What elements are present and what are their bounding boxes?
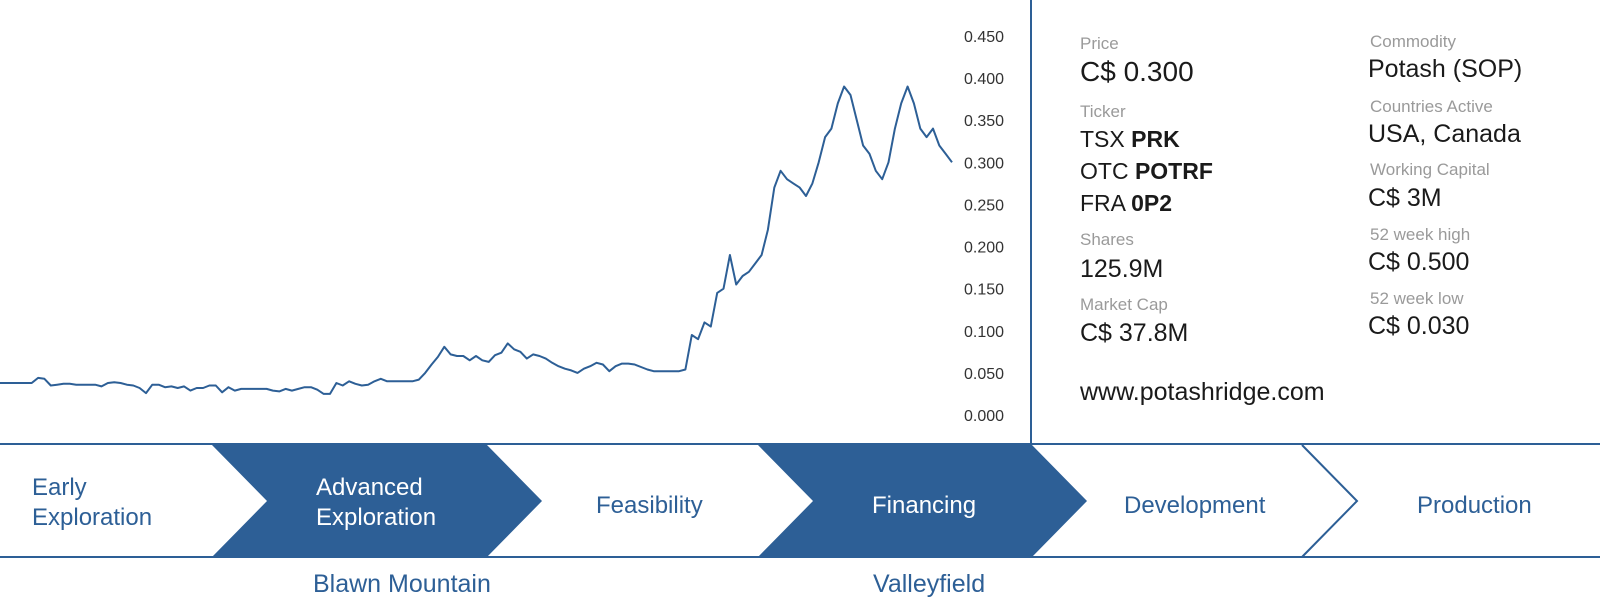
market-cap-value: C$ 37.8M [1080,319,1189,347]
ticker-label: Ticker [1080,102,1126,121]
y-tick-label: 0.100 [964,324,1004,341]
y-tick-label: 0.350 [964,113,1004,130]
ticker-symbol: 0P2 [1131,190,1173,216]
stage-early-exploration[interactable]: Early Exploration [32,473,152,533]
ticker-symbol: POTRF [1134,158,1213,184]
commodity-label: Commodity [1370,32,1456,51]
stage-feasibility[interactable]: Feasibility [596,491,703,521]
development-pipeline [0,444,1600,558]
y-tick-label: 0.450 [964,29,1004,46]
project-valleyfield: Valleyfield [873,570,986,598]
pipeline-shapes [212,444,1359,558]
stage-label-line1: Advanced [316,474,423,501]
y-tick-label: 0.250 [964,197,1004,214]
pipeline-top-border [0,443,1600,445]
stage-advanced-exploration[interactable]: Advanced Exploration [316,473,436,533]
stage-production[interactable]: Production [1417,491,1532,521]
y-tick-label: 0.400 [964,71,1004,88]
stage-development-arrow-outline [1301,444,1359,558]
working-capital-value: C$ 3M [1368,184,1442,212]
stage-label-line1: Early [32,474,87,501]
ticker-exchange: FRA [1080,190,1125,216]
stage-label-line1: Production [1417,492,1532,519]
y-tick-label: 0.300 [964,155,1004,172]
project-blawn-mountain: Blawn Mountain [313,570,491,598]
stage-label-line1: Feasibility [596,492,703,519]
commodity-value: Potash (SOP) [1368,55,1523,83]
stage-financing-chevron [758,445,1087,557]
price-chart-svg: 0.450 0.400 0.350 0.300 0.250 0.200 0.150 0.100… [0,29,1004,425]
stage-label-line2: Exploration [316,504,437,531]
stage-development[interactable]: Development [1124,491,1265,521]
ticker-exchange: TSX [1080,126,1125,152]
week-low-value: C$ 0.030 [1368,312,1470,340]
stage-label-line1: Financing [872,492,977,519]
y-tick-label: 0.050 [964,366,1004,383]
week-high-label: 52 week high [1370,225,1471,244]
stage-financing[interactable]: Financing [872,491,976,521]
market-cap-label: Market Cap [1080,295,1168,314]
ticker-line-otc: OTC POTRF [1080,158,1213,185]
y-tick-label: 0.200 [964,240,1004,257]
ticker-symbol: PRK [1131,126,1180,152]
week-high-value: C$ 0.500 [1368,248,1470,276]
y-tick-label: 0.150 [964,282,1004,299]
countries-label: Countries Active [1370,97,1493,116]
shares-label: Shares [1080,230,1134,249]
price-value: C$ 0.300 [1080,56,1194,87]
y-tick-label: 0.000 [964,408,1004,425]
price-series-line [0,85,953,395]
price-label: Price [1080,34,1119,53]
stage-advanced-exploration-chevron [212,445,542,557]
vertical-divider [1030,0,1032,444]
countries-value: USA, Canada [1368,120,1521,148]
stage-label-line2: Exploration [32,504,153,531]
working-capital-label: Working Capital [1370,160,1490,179]
shares-value: 125.9M [1080,255,1164,283]
ticker-line-fra: FRA 0P2 [1080,190,1172,217]
ticker-line-tsx: TSX PRK [1080,126,1180,153]
ticker-exchange: OTC [1080,158,1129,184]
price-chart: 0.450 0.400 0.350 0.300 0.250 0.200 0.150 0.100… [0,0,1010,444]
website-link[interactable]: www.potashridge.com [1080,378,1325,406]
stage-label-line1: Development [1124,492,1266,519]
week-low-label: 52 week low [1370,289,1464,308]
